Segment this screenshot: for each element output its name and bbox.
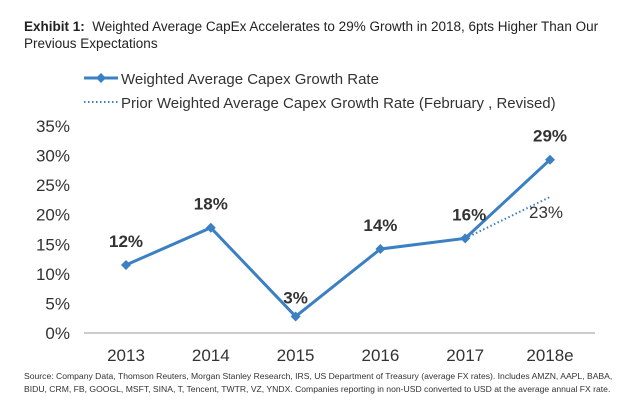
legend-diamond-marker [96, 73, 106, 83]
data-point-marker [375, 244, 386, 255]
data-label: 14% [363, 216, 397, 235]
data-point-marker [290, 311, 301, 322]
data-point-marker [545, 154, 555, 165]
chart-title: Exhibit 1: Weighted Average CapEx Accele… [24, 18, 624, 52]
data-point-marker [205, 222, 216, 233]
prior-data-label: 23% [529, 203, 563, 222]
y-tick-label: 15% [36, 235, 70, 254]
exhibit-label: Exhibit 1: [24, 19, 85, 34]
x-tick-label: 2017 [446, 346, 484, 365]
chart: Weighted Average Capex Growth Rate Prior… [36, 71, 595, 365]
data-label: 12% [109, 232, 143, 251]
source-note: Source: Company Data, Thomson Reuters, M… [24, 371, 613, 394]
y-tick-label: 25% [36, 176, 70, 195]
legend-label-prior: Prior Weighted Average Capex Growth Rate… [121, 95, 556, 112]
data-label: 18% [194, 195, 228, 214]
y-tick-label: 30% [36, 147, 70, 166]
current-series-line [125, 158, 552, 319]
x-tick-label: 2015 [277, 346, 315, 365]
y-tick-label: 0% [45, 324, 70, 343]
y-tick-label: 5% [45, 294, 70, 313]
x-tick-label: 2016 [361, 346, 399, 365]
data-label: 16% [452, 205, 486, 224]
y-tick-label: 35% [36, 117, 70, 136]
data-label: 3% [283, 288, 308, 307]
data-point-marker [121, 259, 131, 270]
x-tick-label: 2018e [526, 346, 573, 365]
data-label: 29% [533, 127, 567, 146]
x-tick-label: 2014 [192, 346, 230, 365]
x-tick-label: 2013 [107, 346, 145, 365]
y-tick-label: 10% [36, 265, 70, 284]
legend: Weighted Average Capex Growth Rate Prior… [84, 71, 556, 112]
title-text: Weighted Average CapEx Accelerates to 29… [24, 19, 599, 51]
data-point-marker [460, 233, 471, 244]
legend-label-current: Weighted Average Capex Growth Rate [121, 71, 379, 88]
y-tick-label: 20% [36, 206, 70, 225]
